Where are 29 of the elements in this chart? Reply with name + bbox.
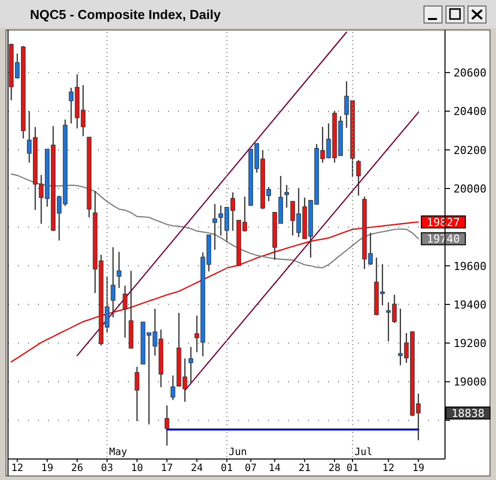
x-tick-label: 03 xyxy=(101,463,114,474)
x-tick-label: 26 xyxy=(71,463,84,474)
y-tick-label: 20000 xyxy=(453,182,487,196)
x-tick-label: 19 xyxy=(412,463,424,474)
x-tick-label: 24 xyxy=(190,463,203,474)
line-series xyxy=(10,221,419,362)
x-tick-label: 07 xyxy=(244,463,257,474)
x-tick-label: 12 xyxy=(382,463,394,474)
annotation: Jun xyxy=(228,447,247,458)
y-tick-label: 20600 xyxy=(453,66,487,80)
y-tick-label: 19000 xyxy=(453,376,487,389)
x-tick-label: 21 xyxy=(298,463,311,474)
text: 18838 xyxy=(451,407,485,420)
x-tick-label: 01 xyxy=(346,463,359,474)
y-tick-label: 19400 xyxy=(453,298,487,312)
x-tick-label: 10 xyxy=(130,463,144,474)
annotation: Jul xyxy=(354,447,373,458)
chart-title: NQC5 - Composite Index, Daily xyxy=(30,7,222,22)
annotation: May xyxy=(109,447,128,458)
x-tick-label: 14 xyxy=(268,463,281,474)
y-tick-label: 20200 xyxy=(453,144,487,157)
y-tick-label: 19200 xyxy=(453,337,487,350)
y-tick-label: 19600 xyxy=(453,260,487,273)
x-tick-label: 01 xyxy=(220,463,233,474)
y-tick-label: 20400 xyxy=(453,105,487,118)
x-tick-label: 19 xyxy=(41,463,54,474)
x-tick-label: 17 xyxy=(160,463,173,474)
x-tick-label: 28 xyxy=(328,463,341,474)
x-tick-label: 12 xyxy=(11,463,24,474)
